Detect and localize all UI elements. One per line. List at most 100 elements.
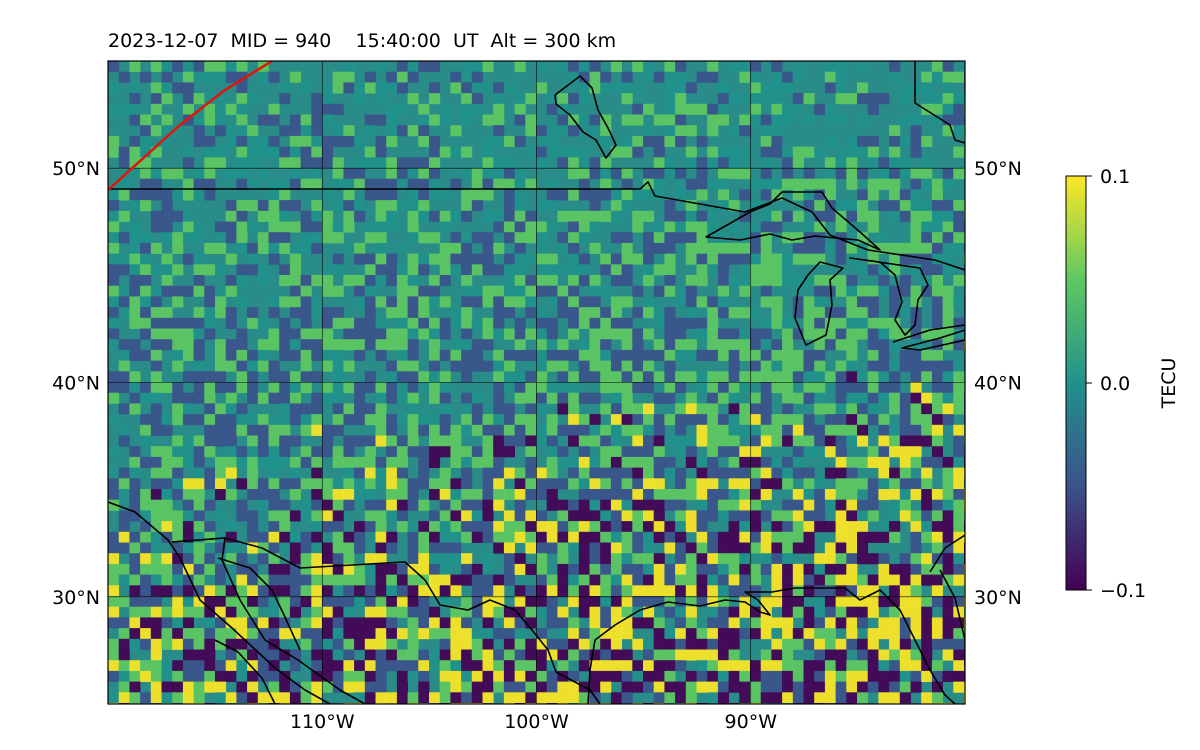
tec-cell	[675, 82, 687, 94]
tec-cell	[375, 328, 387, 340]
tec-cell	[418, 200, 430, 212]
tec-cell	[429, 456, 441, 468]
tec-cell	[407, 585, 419, 597]
tec-cell	[814, 424, 826, 436]
tec-cell	[835, 114, 847, 126]
tec-cell	[354, 692, 366, 704]
tec-cell	[696, 499, 708, 511]
tec-cell	[471, 189, 483, 201]
tec-cell	[685, 606, 697, 618]
tec-cell	[161, 456, 173, 468]
tec-cell	[857, 510, 869, 522]
tec-cell	[578, 638, 590, 650]
tec-cell	[931, 660, 943, 672]
tec-cell	[910, 563, 922, 575]
tec-cell	[921, 467, 933, 479]
tec-cell	[471, 103, 483, 115]
tec-cell	[300, 531, 312, 543]
tec-cell	[632, 596, 644, 608]
tec-cell	[268, 649, 280, 661]
tec-cell	[931, 596, 943, 608]
tec-cell	[835, 253, 847, 265]
tec-cell	[717, 178, 729, 190]
tec-cell	[354, 349, 366, 361]
tec-cell	[803, 307, 815, 319]
tec-cell	[450, 489, 462, 501]
tec-cell	[322, 478, 334, 490]
tec-cell	[204, 71, 216, 83]
tec-cell	[150, 61, 162, 73]
tec-cell	[760, 242, 772, 254]
tec-cell	[300, 499, 312, 511]
tec-cell	[589, 521, 601, 533]
tec-cell	[407, 178, 419, 190]
tec-cell	[108, 467, 120, 479]
tec-cell	[621, 489, 633, 501]
tec-cell	[717, 596, 729, 608]
tec-cell	[215, 307, 227, 319]
tec-cell	[803, 531, 815, 543]
tec-cell	[108, 585, 120, 597]
tec-cell	[140, 275, 152, 287]
tec-cell	[675, 178, 687, 190]
tec-cell	[921, 596, 933, 608]
tec-cell	[953, 446, 965, 458]
tec-cell	[118, 253, 130, 265]
tec-cell	[621, 542, 633, 554]
tec-cell	[439, 670, 451, 682]
tec-cell	[236, 574, 248, 586]
tec-cell	[610, 82, 622, 94]
tec-cell	[236, 638, 248, 650]
tec-cell	[792, 61, 804, 73]
tec-cell	[867, 414, 879, 426]
tec-cell	[685, 82, 697, 94]
tec-cell	[450, 638, 462, 650]
tec-cell	[268, 446, 280, 458]
tec-cell	[814, 382, 826, 394]
tec-cell	[653, 467, 665, 479]
tec-cell	[268, 681, 280, 693]
tec-cell	[268, 638, 280, 650]
tec-cell	[878, 360, 890, 372]
tec-cell	[707, 446, 719, 458]
tec-cell	[771, 296, 783, 308]
tec-cell	[461, 670, 473, 682]
tec-cell	[889, 660, 901, 672]
tec-cell	[503, 82, 515, 94]
tec-cell	[289, 200, 301, 212]
tec-cell	[610, 307, 622, 319]
tec-cell	[953, 617, 965, 629]
tec-cell	[589, 670, 601, 682]
tec-cell	[750, 221, 762, 233]
tec-cell	[482, 157, 494, 169]
tec-cell	[760, 414, 772, 426]
tec-cell	[846, 681, 858, 693]
tec-cell	[921, 349, 933, 361]
tec-cell	[150, 542, 162, 554]
tec-cell	[568, 61, 580, 73]
tec-cell	[846, 596, 858, 608]
lon-tick-label: 110°W	[290, 711, 355, 733]
tec-cell	[643, 61, 655, 73]
tec-cell	[664, 61, 676, 73]
tec-cell	[953, 93, 965, 105]
tec-cell	[546, 275, 558, 287]
tec-cell	[182, 103, 194, 115]
tec-cell	[364, 71, 376, 83]
tec-cell	[557, 424, 569, 436]
tec-cell	[600, 574, 612, 586]
tec-cell	[108, 146, 120, 158]
tec-cell	[172, 349, 184, 361]
tec-cell	[407, 328, 419, 340]
tec-cell	[610, 382, 622, 394]
tec-cell	[343, 660, 355, 672]
tec-cell	[835, 531, 847, 543]
tec-cell	[311, 424, 323, 436]
tec-cell	[418, 424, 430, 436]
tec-cell	[514, 628, 526, 640]
tec-cell	[621, 82, 633, 94]
tec-cell	[964, 285, 965, 297]
tec-cell	[760, 264, 772, 276]
tec-cell	[707, 574, 719, 586]
tec-cell	[878, 168, 890, 180]
